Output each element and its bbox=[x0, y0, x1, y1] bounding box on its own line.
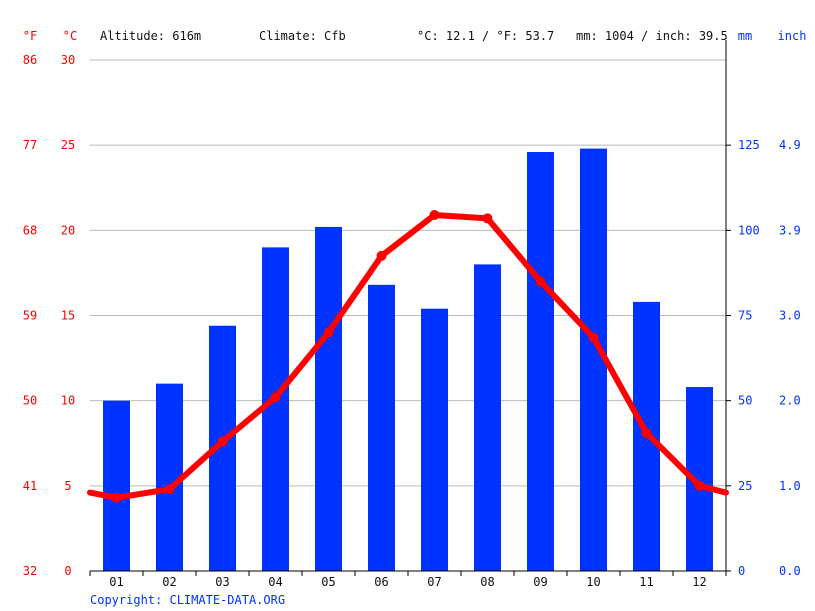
month-tick-label: 07 bbox=[427, 575, 441, 589]
inch-tick-label: 3.9 bbox=[779, 223, 801, 237]
inch-tick-label: 2.0 bbox=[779, 394, 801, 408]
altitude-label: Altitude: 616m bbox=[100, 29, 201, 43]
precipitation-bars bbox=[103, 148, 713, 572]
temperature-point bbox=[164, 484, 175, 495]
temperature-point bbox=[641, 428, 652, 439]
mm-unit-label: mm bbox=[738, 29, 752, 43]
temperature-polyline bbox=[87, 212, 729, 501]
celsius-tick-label: 15 bbox=[61, 309, 75, 323]
average-temperature-label: °C: 12.1 / °F: 53.7 bbox=[417, 29, 554, 43]
month-tick-label: 01 bbox=[109, 575, 123, 589]
inch-tick-label: 3.0 bbox=[779, 309, 801, 323]
temperature-point bbox=[588, 332, 599, 343]
month-tick-label: 11 bbox=[639, 575, 653, 589]
tick-labels: 0 32 5 41 10 50 15 59 20 68 25 77 30 86 0 0.0 25 1.0 50 2.0… bbox=[23, 53, 801, 589]
copyright-text: Copyright: CLIMATE-DATA.ORG bbox=[90, 593, 285, 607]
mm-tick-label: 50 bbox=[738, 394, 752, 408]
temperature-point bbox=[270, 392, 281, 403]
precipitation-bar bbox=[474, 264, 501, 571]
celsius-unit-label: °C bbox=[63, 29, 77, 43]
precipitation-bar bbox=[262, 247, 289, 571]
mm-tick-label: 25 bbox=[738, 479, 752, 493]
celsius-tick-label: 10 bbox=[61, 394, 75, 408]
gridlines bbox=[90, 59, 726, 487]
inch-tick-label: 4.9 bbox=[779, 138, 801, 152]
axes bbox=[89, 40, 731, 576]
fahrenheit-tick-label: 77 bbox=[23, 138, 37, 152]
month-tick-label: 10 bbox=[586, 575, 600, 589]
month-tick-label: 05 bbox=[321, 575, 335, 589]
fahrenheit-tick-label: 86 bbox=[23, 53, 37, 67]
mm-tick-label: 0 bbox=[738, 564, 745, 578]
fahrenheit-tick-label: 41 bbox=[23, 479, 37, 493]
temperature-point bbox=[535, 276, 546, 287]
temperature-point bbox=[323, 327, 334, 338]
fahrenheit-tick-label: 50 bbox=[23, 394, 37, 408]
temperature-point bbox=[482, 213, 493, 224]
temperature-line bbox=[87, 210, 729, 503]
fahrenheit-tick-label: 32 bbox=[23, 564, 37, 578]
celsius-tick-label: 30 bbox=[61, 53, 75, 67]
celsius-tick-label: 25 bbox=[61, 138, 75, 152]
precipitation-bar bbox=[421, 308, 448, 571]
mm-tick-label: 125 bbox=[738, 138, 760, 152]
month-tick-label: 12 bbox=[692, 575, 706, 589]
inch-tick-label: 0.0 bbox=[779, 564, 801, 578]
celsius-tick-label: 20 bbox=[61, 223, 75, 237]
mm-tick-label: 100 bbox=[738, 223, 760, 237]
fahrenheit-unit-label: °F bbox=[23, 29, 37, 43]
celsius-tick-label: 0 bbox=[64, 564, 71, 578]
precipitation-bar bbox=[103, 400, 130, 571]
temperature-point bbox=[376, 250, 387, 261]
climate-label: Climate: Cfb bbox=[259, 29, 346, 43]
temperature-point bbox=[429, 210, 440, 221]
inch-tick-label: 1.0 bbox=[779, 479, 801, 493]
temperature-point bbox=[217, 436, 228, 447]
month-tick-label: 09 bbox=[533, 575, 547, 589]
month-tick-label: 04 bbox=[268, 575, 282, 589]
celsius-tick-label: 5 bbox=[64, 479, 71, 493]
precipitation-bar bbox=[368, 284, 395, 571]
month-tick-label: 03 bbox=[215, 575, 229, 589]
precipitation-bar bbox=[527, 151, 554, 572]
month-tick-label: 08 bbox=[480, 575, 494, 589]
precipitation-bar bbox=[315, 226, 342, 571]
fahrenheit-tick-label: 68 bbox=[23, 223, 37, 237]
month-tick-label: 02 bbox=[162, 575, 176, 589]
month-tick-label: 06 bbox=[374, 575, 388, 589]
temperature-point bbox=[694, 480, 705, 491]
total-precipitation-label: mm: 1004 / inch: 39.5 bbox=[576, 29, 728, 43]
fahrenheit-tick-label: 59 bbox=[23, 309, 37, 323]
inch-unit-label: inch bbox=[778, 29, 807, 43]
temperature-point bbox=[111, 492, 122, 503]
mm-tick-label: 75 bbox=[738, 309, 752, 323]
